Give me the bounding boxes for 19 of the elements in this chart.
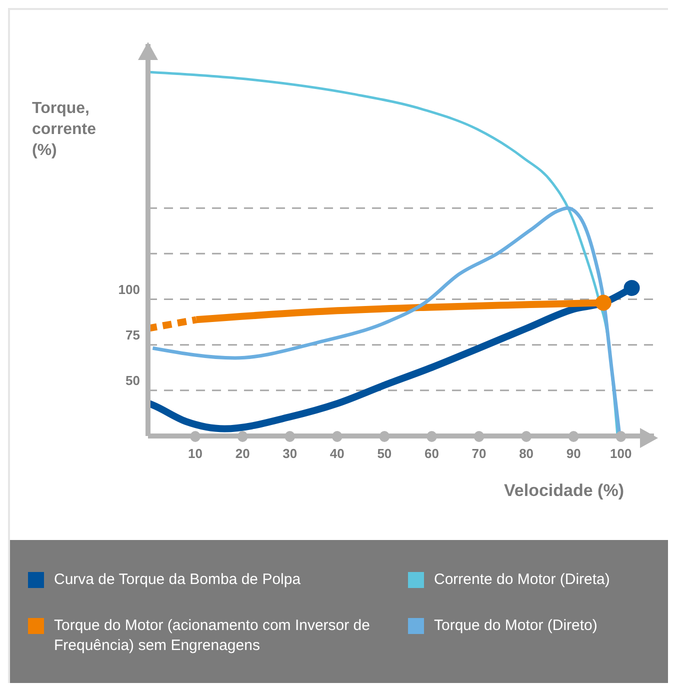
x-tick-label: 10	[188, 446, 203, 462]
x-tick-label: 30	[282, 446, 298, 462]
legend-label: Curva de Torque da Bomba de Polpa	[54, 570, 301, 590]
y-tick-label: 50	[126, 373, 140, 388]
x-axis-title: Velocidade (%)	[504, 481, 624, 500]
x-tick-label: 50	[377, 446, 392, 462]
x-tick-label: 90	[566, 446, 581, 462]
x-tick-label: 70	[472, 446, 486, 462]
x-tick-label: 20	[235, 446, 250, 462]
x-tick-label: 100	[610, 446, 632, 462]
y-tick-label: 75	[126, 327, 140, 342]
x-tick-label: 40	[330, 446, 344, 462]
x-tick-label: 60	[424, 446, 439, 462]
x-tick-label: 80	[519, 446, 534, 462]
legend-label: Torque do Motor (Direto)	[434, 616, 598, 636]
legend-label: Torque do Motor (acionamento com Inversor de Frequência) sem Engrenagens	[54, 616, 371, 656]
legend-label: Corrente do Motor (Direta)	[434, 570, 610, 590]
y-tick-label: 100	[118, 282, 140, 297]
y-axis-title: Torque, corrente (%)	[32, 99, 96, 161]
